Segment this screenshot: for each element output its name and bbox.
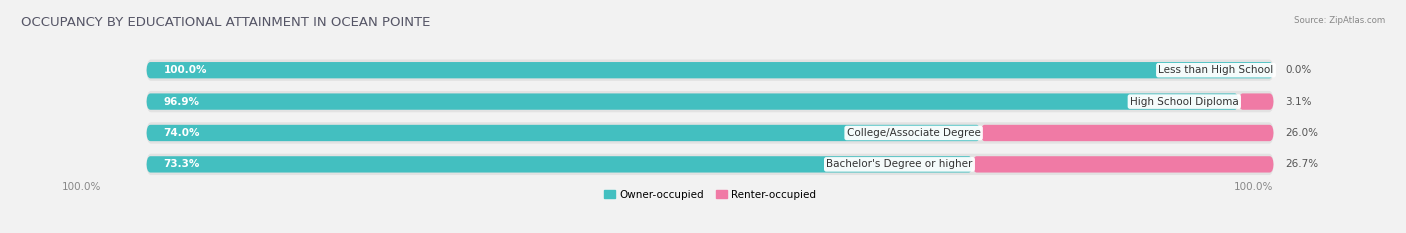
FancyBboxPatch shape xyxy=(146,156,973,173)
Text: 26.0%: 26.0% xyxy=(1285,128,1317,138)
Text: 26.7%: 26.7% xyxy=(1285,159,1317,169)
Text: Bachelor's Degree or higher: Bachelor's Degree or higher xyxy=(827,159,973,169)
FancyBboxPatch shape xyxy=(146,59,1274,81)
Text: 74.0%: 74.0% xyxy=(163,128,200,138)
FancyBboxPatch shape xyxy=(1239,93,1274,110)
FancyBboxPatch shape xyxy=(146,122,1274,144)
FancyBboxPatch shape xyxy=(146,154,1274,175)
Text: 96.9%: 96.9% xyxy=(163,97,200,106)
Text: 73.3%: 73.3% xyxy=(163,159,200,169)
Text: High School Diploma: High School Diploma xyxy=(1130,97,1239,106)
FancyBboxPatch shape xyxy=(980,125,1274,141)
Text: Less than High School: Less than High School xyxy=(1159,65,1274,75)
Text: 100.0%: 100.0% xyxy=(62,182,101,192)
FancyBboxPatch shape xyxy=(146,91,1274,112)
FancyBboxPatch shape xyxy=(146,62,1274,78)
Text: 100.0%: 100.0% xyxy=(163,65,207,75)
FancyBboxPatch shape xyxy=(146,125,980,141)
Text: Source: ZipAtlas.com: Source: ZipAtlas.com xyxy=(1294,16,1385,25)
Text: College/Associate Degree: College/Associate Degree xyxy=(846,128,980,138)
FancyBboxPatch shape xyxy=(973,156,1274,173)
FancyBboxPatch shape xyxy=(146,93,1239,110)
Text: 3.1%: 3.1% xyxy=(1285,97,1312,106)
Text: 0.0%: 0.0% xyxy=(1285,65,1312,75)
Text: OCCUPANCY BY EDUCATIONAL ATTAINMENT IN OCEAN POINTE: OCCUPANCY BY EDUCATIONAL ATTAINMENT IN O… xyxy=(21,16,430,29)
Legend: Owner-occupied, Renter-occupied: Owner-occupied, Renter-occupied xyxy=(600,185,820,204)
Text: 100.0%: 100.0% xyxy=(1234,182,1274,192)
